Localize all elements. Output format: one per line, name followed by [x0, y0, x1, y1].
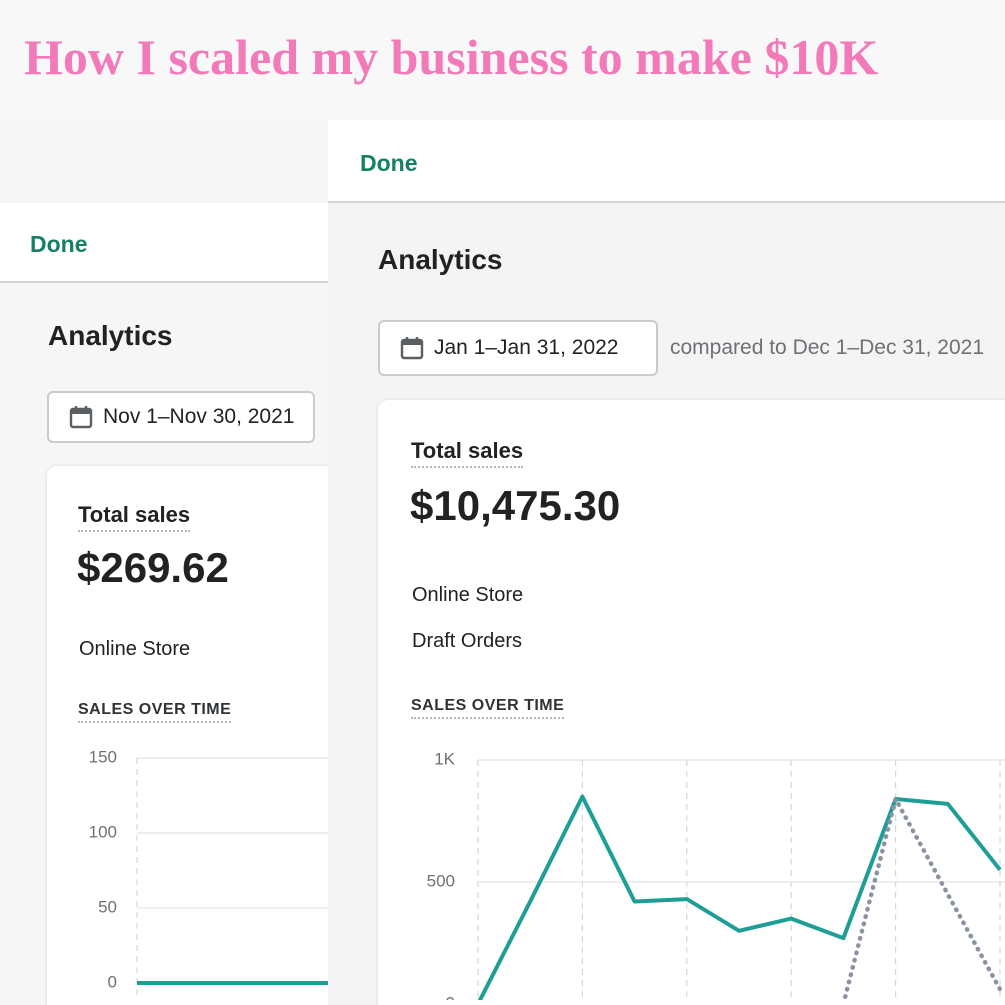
date-button[interactable]: Jan 1–Jan 31, 2022: [378, 320, 658, 376]
total-amount: $10,475.30: [410, 482, 621, 529]
y-tick-label: 0: [108, 972, 117, 991]
y-tick-label: 100: [89, 822, 117, 841]
y-tick-label: 500: [427, 871, 455, 890]
heading: Analytics: [48, 320, 173, 351]
channel: Online Store: [412, 584, 524, 606]
right-panel: Done Analytics Jan 1–Jan 31, 2022 compar…: [328, 120, 1005, 1005]
chart-label: SALES OVER TIME: [78, 701, 232, 723]
title-bar: How I scaled my business to make $10K: [0, 0, 1005, 120]
date-range: Nov 1–Nov 30, 2021: [103, 405, 295, 428]
y-tick-label: 150: [89, 747, 117, 766]
y-tick-label: 50: [98, 897, 117, 916]
heading: Analytics: [378, 244, 503, 275]
date-range: Jan 1–Jan 31, 2022: [434, 336, 619, 359]
done-button[interactable]: Done: [30, 231, 88, 257]
channel: Draft Orders: [412, 630, 523, 652]
card-label: Total sales: [411, 438, 524, 468]
channel: Online Store: [79, 638, 191, 660]
title: How I scaled my business to make $10K: [24, 29, 879, 85]
y-tick-label: 0: [446, 993, 455, 1000]
series-line: [477, 794, 1002, 1000]
left-panel: Done Analytics Nov 1–Nov 30, 2021 Total …: [0, 203, 328, 1005]
header: Done: [0, 203, 328, 283]
card: Total sales $269.62 Online Store SALES O…: [47, 466, 328, 1005]
calendar-icon: [400, 337, 424, 360]
card-label: Total sales: [78, 502, 191, 532]
chart: 0 50 100 150: [89, 747, 328, 1000]
header: Done: [328, 120, 1005, 203]
comparison: compared to Dec 1–Dec 31, 2021: [670, 336, 985, 359]
calendar-icon: [69, 406, 93, 429]
chart: 0 500 1K: [427, 749, 1005, 1000]
done-button[interactable]: Done: [360, 150, 418, 176]
chart-label: SALES OVER TIME: [411, 697, 565, 719]
series-line: [842, 796, 1003, 1000]
y-tick-label: 1K: [434, 749, 455, 768]
total-amount: $269.62: [77, 544, 229, 591]
date-button[interactable]: Nov 1–Nov 30, 2021: [47, 391, 315, 443]
